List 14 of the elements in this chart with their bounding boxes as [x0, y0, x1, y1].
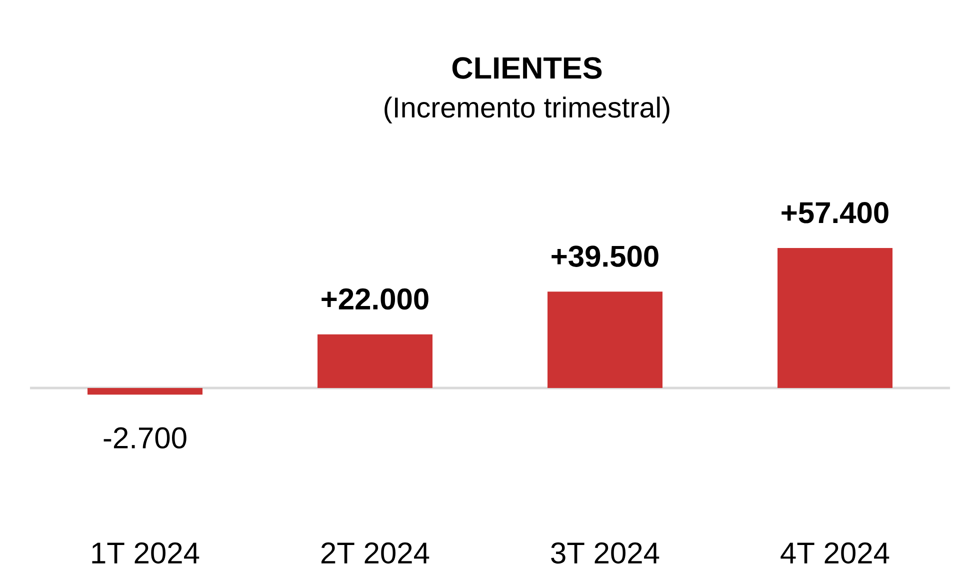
bar [778, 248, 892, 388]
bar [548, 292, 663, 388]
data-label: +22.000 [322, 288, 428, 310]
data-label: +39.500 [552, 246, 658, 267]
x-tick-label: 1T 2024 [92, 542, 200, 564]
bar [318, 334, 432, 388]
chart-title: CLIENTES [452, 57, 602, 79]
bar [88, 388, 202, 395]
x-tick-label: 4T 2024 [780, 542, 890, 564]
data-label: +57.400 [782, 202, 888, 224]
x-tick-label: 2T 2024 [321, 542, 430, 564]
chart-subtitle: (Incremento trimestral) [384, 96, 670, 124]
x-tick-label: 3T 2024 [551, 542, 660, 564]
data-label: -2.700 [104, 427, 186, 449]
